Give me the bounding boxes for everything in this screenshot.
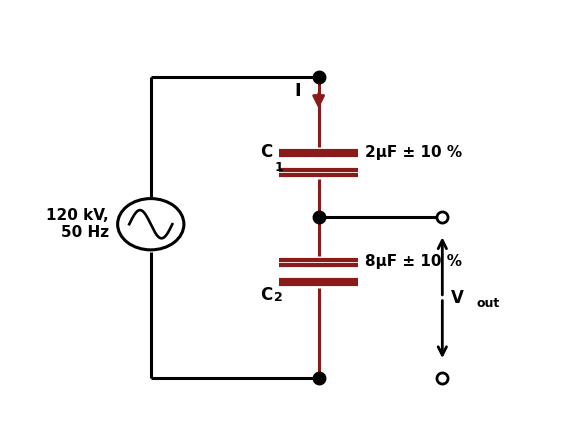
Text: 2: 2 — [275, 291, 283, 304]
Text: 1: 1 — [275, 161, 283, 174]
Text: 8μF ± 10 %: 8μF ± 10 % — [365, 254, 462, 270]
Text: I: I — [294, 82, 301, 100]
Text: V: V — [451, 289, 464, 307]
Text: 50 Hz: 50 Hz — [60, 225, 109, 240]
Text: C: C — [260, 143, 272, 162]
Text: 120 kV,: 120 kV, — [46, 208, 109, 223]
Text: 2μF ± 10 %: 2μF ± 10 % — [365, 145, 462, 160]
Text: C: C — [260, 286, 272, 304]
Text: out: out — [477, 297, 500, 310]
